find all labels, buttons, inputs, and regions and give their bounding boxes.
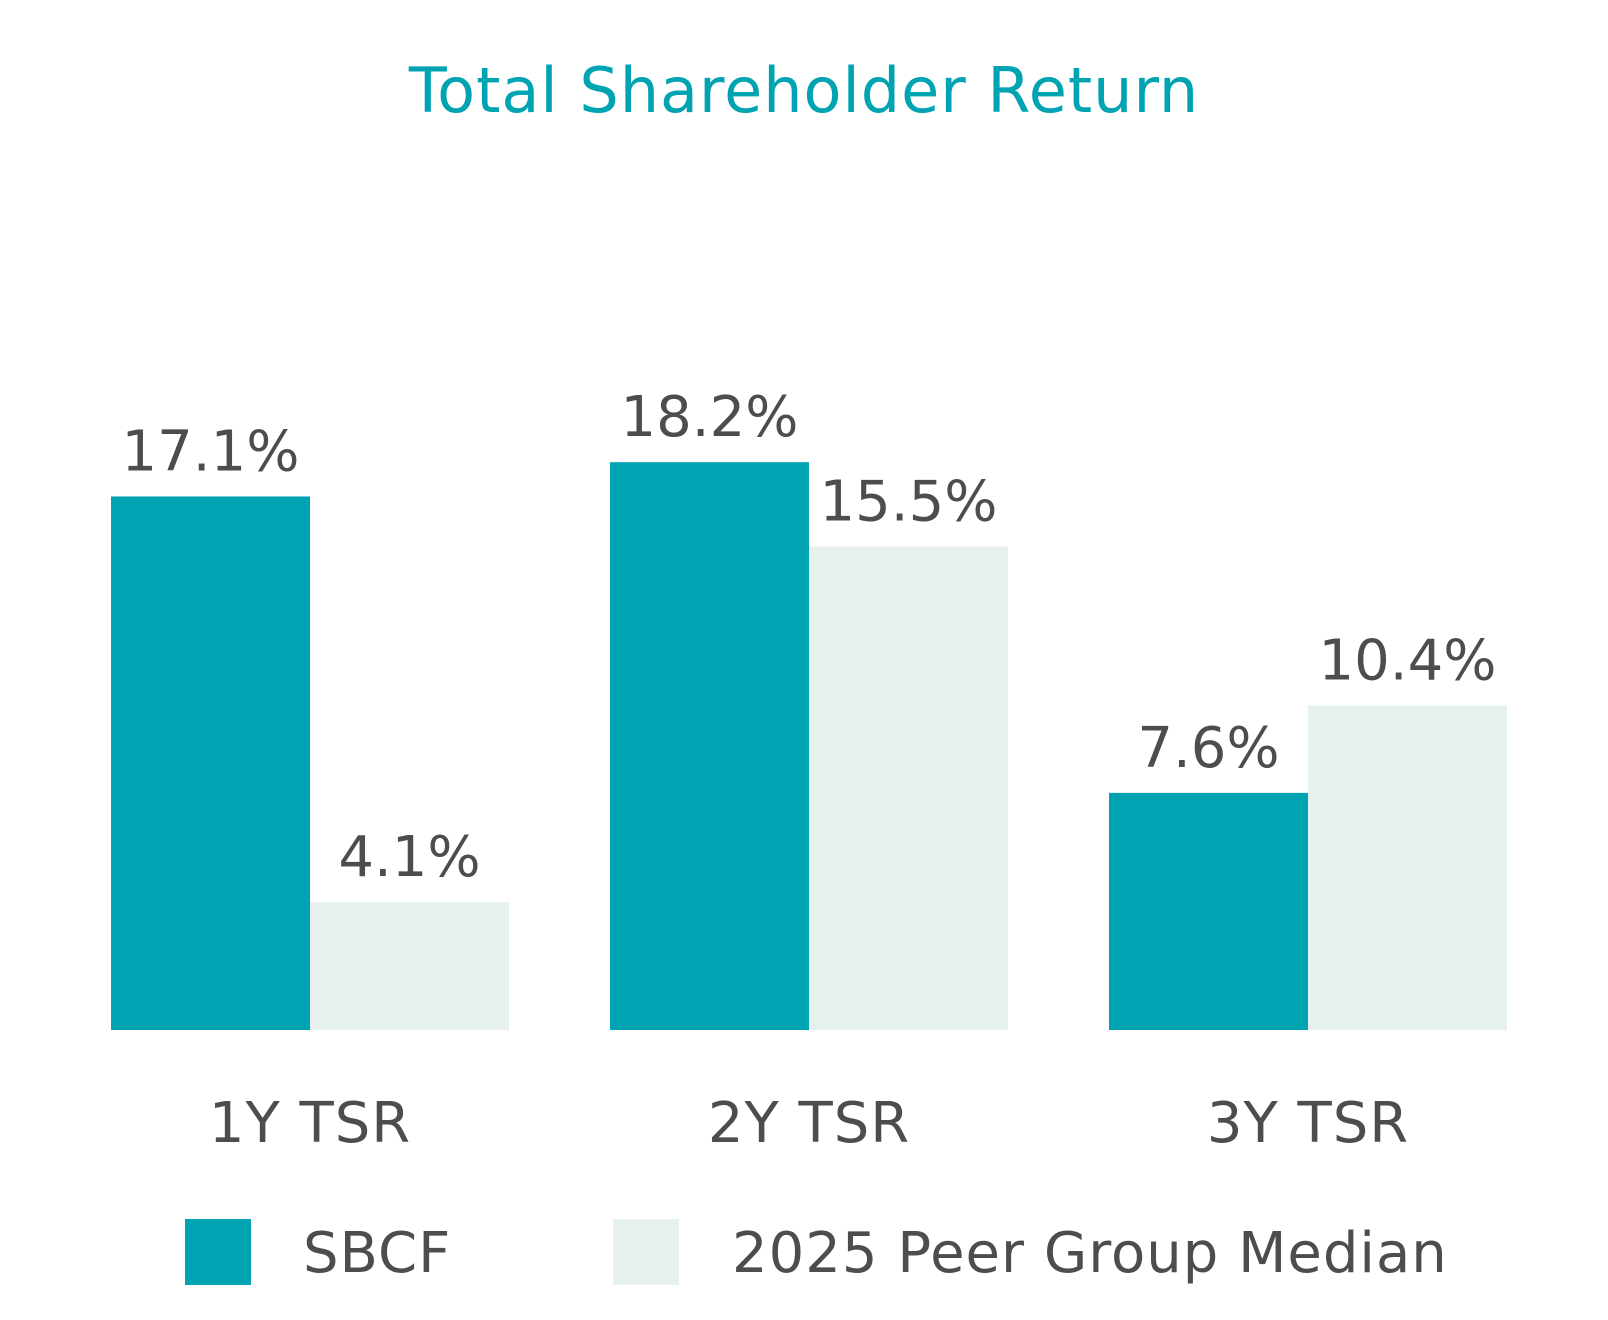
category-labels-layer: 1Y TSR 2Y TSR 3Y TSR: [209, 1091, 1409, 1156]
chart-title: Total Shareholder Return: [408, 54, 1199, 127]
value-label-peer-median-3y-tsr: 10.4%: [1319, 629, 1497, 694]
value-label-peer-median-1y-tsr: 4.1%: [338, 825, 480, 890]
legend-label-peer-median: 2025 Peer Group Median: [732, 1221, 1448, 1286]
value-label-sbcf-3y-tsr: 7.6%: [1137, 716, 1279, 781]
bar-sbcf-2y-tsr: [610, 462, 809, 1030]
bars-layer: [111, 462, 1507, 1031]
legend-label-sbcf: SBCF: [303, 1221, 451, 1286]
bar-peer-median-2y-tsr: [809, 546, 1008, 1030]
legend-swatch-peer-median: [613, 1219, 679, 1285]
value-label-peer-median-2y-tsr: 15.5%: [820, 469, 998, 534]
bar-peer-median-3y-tsr: [1308, 705, 1507, 1030]
legend-swatch-sbcf: [185, 1219, 251, 1285]
category-label-3y-tsr: 3Y TSR: [1207, 1091, 1409, 1156]
category-label-1y-tsr: 1Y TSR: [209, 1091, 411, 1156]
bar-sbcf-1y-tsr: [111, 496, 310, 1031]
bar-peer-median-1y-tsr: [310, 902, 509, 1030]
legend: SBCF 2025 Peer Group Median: [185, 1219, 1448, 1286]
value-label-sbcf-2y-tsr: 18.2%: [621, 385, 799, 450]
category-label-2y-tsr: 2Y TSR: [708, 1091, 910, 1156]
value-label-sbcf-1y-tsr: 17.1%: [122, 419, 300, 484]
bar-sbcf-3y-tsr: [1109, 792, 1308, 1030]
value-labels-layer: 17.1% 4.1% 18.2% 15.5% 7.6% 10.4%: [122, 385, 1497, 890]
